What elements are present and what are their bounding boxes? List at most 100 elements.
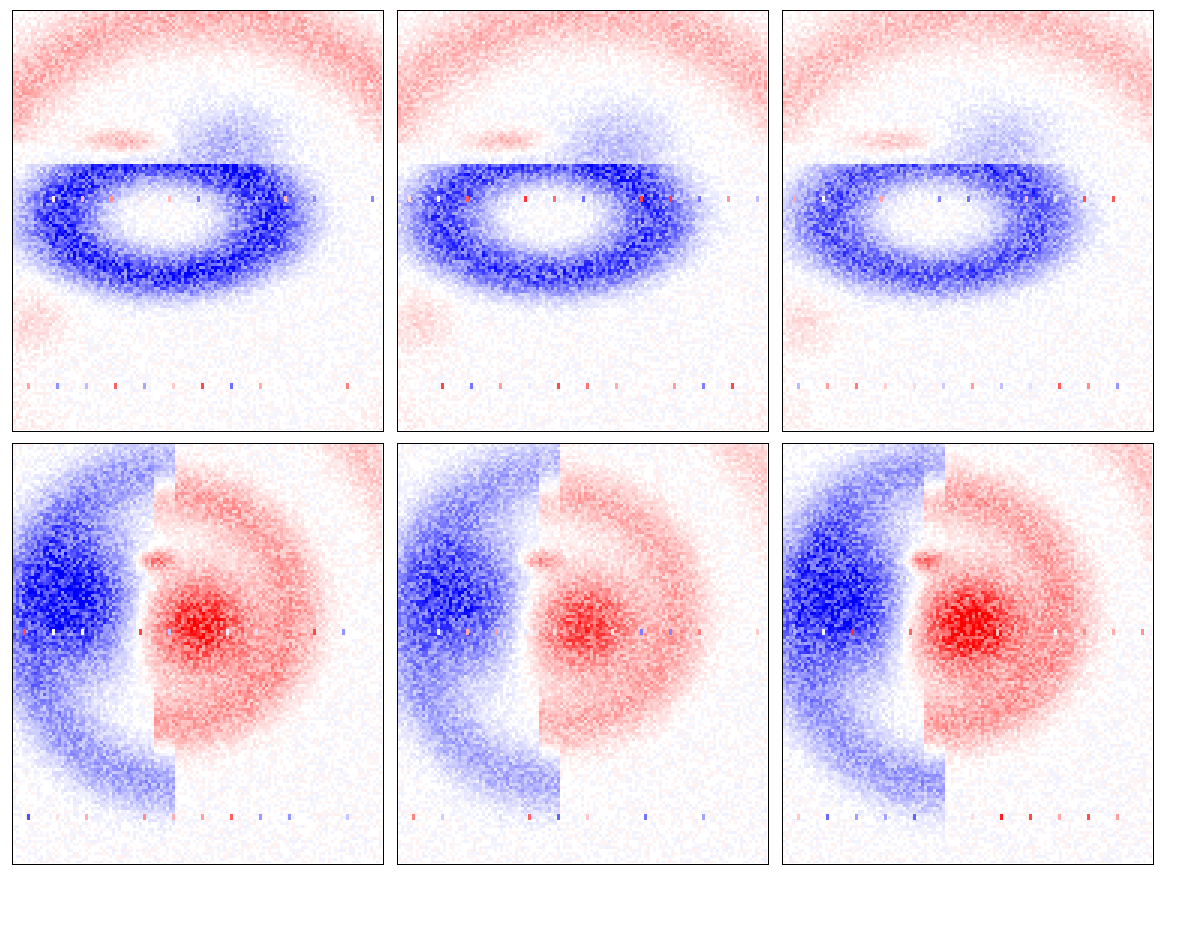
heatmap-cell xyxy=(67,71,70,74)
heatmap-cell xyxy=(166,11,169,14)
heatmap-cell xyxy=(274,17,277,20)
heatmap-cell xyxy=(358,89,361,92)
heatmap-cell xyxy=(352,17,355,20)
heatmap-cell xyxy=(19,158,22,161)
heatmap-cell xyxy=(376,92,379,95)
heatmap-cell xyxy=(331,17,334,20)
heatmap-cell xyxy=(52,149,55,152)
heatmap-cell xyxy=(160,53,163,56)
heatmap-cell xyxy=(64,152,67,155)
heatmap-cell xyxy=(103,29,106,32)
heatmap-cell xyxy=(64,119,67,122)
heatmap-cell xyxy=(40,104,43,107)
heatmap-cell xyxy=(232,53,235,56)
heatmap-cell xyxy=(307,122,310,125)
heatmap-cell xyxy=(346,53,349,56)
heatmap-cell xyxy=(166,137,169,140)
heatmap-cell xyxy=(238,152,241,155)
heatmap-cell xyxy=(127,131,130,134)
heatmap-cell xyxy=(235,50,238,53)
heatmap-cell xyxy=(106,104,109,107)
heatmap-cell xyxy=(37,65,40,68)
heatmap-cell xyxy=(139,26,142,29)
heatmap-cell xyxy=(103,20,106,23)
heatmap-cell xyxy=(238,41,241,44)
heatmap-cell xyxy=(289,65,292,68)
heatmap-cell xyxy=(217,68,220,71)
heatmap-cell xyxy=(76,110,79,113)
heatmap-cell xyxy=(214,95,217,98)
heatmap-cell xyxy=(142,35,145,38)
heatmap-cell xyxy=(37,128,40,131)
heatmap-cell xyxy=(331,131,334,134)
heatmap-cell xyxy=(55,56,58,59)
heatmap-cell xyxy=(274,134,277,137)
heatmap-cell xyxy=(103,17,106,20)
heatmap-cell xyxy=(40,26,43,29)
heatmap-cell xyxy=(124,53,127,56)
heatmap-cell xyxy=(79,29,82,32)
heatmap-cell xyxy=(13,134,16,137)
heatmap-cell xyxy=(295,29,298,32)
heatmap-cell xyxy=(151,152,154,155)
heatmap-cell xyxy=(316,110,319,113)
heatmap-cell xyxy=(355,110,358,113)
heatmap-cell xyxy=(208,125,211,128)
heatmap-cell xyxy=(163,38,166,41)
heatmap-cell xyxy=(190,35,193,38)
heatmap-cell xyxy=(259,122,262,125)
heatmap-cell xyxy=(175,104,178,107)
heatmap-cell xyxy=(40,89,43,92)
heatmap-cell xyxy=(211,158,214,161)
heatmap-cell xyxy=(115,56,118,59)
heatmap-cell xyxy=(283,116,286,119)
heatmap-cell xyxy=(148,29,151,32)
heatmap-cell xyxy=(304,17,307,20)
heatmap-cell xyxy=(127,128,130,131)
heatmap-cell xyxy=(346,41,349,44)
heatmap-cell xyxy=(343,29,346,32)
heatmap-cell xyxy=(58,14,61,17)
heatmap-cell xyxy=(73,41,76,44)
heatmap-cell xyxy=(244,152,247,155)
heatmap-cell xyxy=(235,71,238,74)
heatmap-cell xyxy=(283,17,286,20)
heatmap-cell xyxy=(25,74,28,77)
heatmap-cell xyxy=(346,56,349,59)
heatmap-cell xyxy=(94,113,97,116)
heatmap-cell xyxy=(277,152,280,155)
heatmap-cell xyxy=(304,59,307,62)
heatmap-cell xyxy=(43,161,46,164)
heatmap-cell xyxy=(337,11,340,14)
heatmap-cell xyxy=(88,59,91,62)
heatmap-cell xyxy=(70,98,73,101)
heatmap-cell xyxy=(109,152,112,155)
heatmap-cell xyxy=(217,14,220,17)
heatmap-cell xyxy=(124,41,127,44)
heatmap-cell xyxy=(19,119,22,122)
heatmap-cell xyxy=(250,35,253,38)
heatmap-cell xyxy=(361,53,364,56)
heatmap-cell xyxy=(355,119,358,122)
heatmap-cell xyxy=(205,65,208,68)
heatmap-cell xyxy=(247,35,250,38)
heatmap-cell xyxy=(277,29,280,32)
heatmap-cell xyxy=(370,128,373,131)
heatmap-cell xyxy=(304,53,307,56)
heatmap-cell xyxy=(88,161,91,164)
heatmap-cell xyxy=(241,23,244,26)
heatmap-cell xyxy=(328,38,331,41)
heatmap-cell xyxy=(313,68,316,71)
heatmap-cell xyxy=(280,26,283,29)
heatmap-cell xyxy=(229,50,232,53)
heatmap-cell xyxy=(73,161,76,164)
heatmap-cell xyxy=(265,125,268,128)
heatmap-cell xyxy=(139,128,142,131)
heatmap-cell xyxy=(310,11,313,14)
heatmap-cell xyxy=(220,128,223,131)
heatmap-cell xyxy=(127,38,130,41)
heatmap-cell xyxy=(73,104,76,107)
heatmap-cell xyxy=(277,11,280,14)
heatmap-cell xyxy=(265,77,268,80)
heatmap-cell xyxy=(343,74,346,77)
